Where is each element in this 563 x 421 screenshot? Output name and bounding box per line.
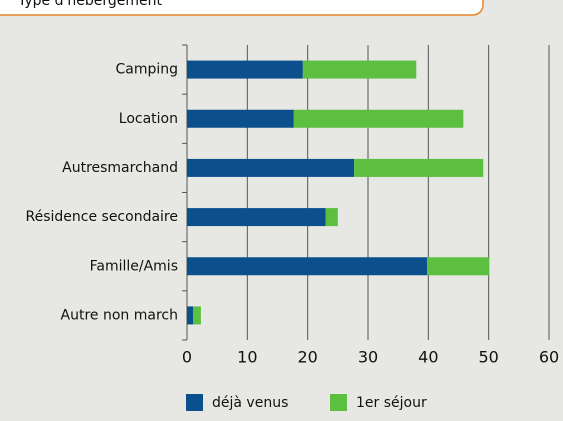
- x-tick-label: 50: [478, 348, 498, 367]
- legend-swatch: [330, 394, 347, 411]
- bar-segment: [187, 109, 294, 128]
- bar-segment: [187, 60, 303, 79]
- bar-segment: [187, 306, 194, 325]
- bar-segment: [302, 60, 417, 79]
- legend-label: déjà venus: [212, 395, 288, 411]
- bar-segment: [293, 109, 464, 128]
- y-tick-label: Résidence secondaire: [26, 209, 179, 225]
- x-tick-label: 10: [237, 348, 257, 367]
- bar-segment: [187, 257, 428, 276]
- y-tick-label: Autresmarchand: [62, 160, 178, 176]
- y-tick-label: Famille/Amis: [90, 258, 178, 274]
- chart-title: Type d'hébergement: [17, 0, 162, 9]
- y-tick-label: Location: [119, 111, 178, 127]
- legend-label: 1er séjour: [356, 395, 427, 411]
- y-tick-label: Autre non march: [61, 307, 178, 323]
- x-tick-label: 0: [182, 348, 192, 367]
- bar-segment: [325, 208, 338, 227]
- bar-segment: [193, 306, 201, 325]
- x-tick-label: 60: [539, 348, 559, 367]
- title-box: [0, 0, 484, 16]
- x-tick-label: 40: [418, 348, 438, 367]
- x-tick-label: 20: [297, 348, 317, 367]
- legend-swatch: [186, 394, 203, 411]
- bar-segment: [187, 208, 326, 227]
- bar-segment: [354, 158, 484, 177]
- bar-segment: [427, 257, 490, 276]
- bar-segment: [187, 158, 355, 177]
- x-tick-label: 30: [358, 348, 378, 367]
- y-tick-label: Camping: [115, 62, 178, 78]
